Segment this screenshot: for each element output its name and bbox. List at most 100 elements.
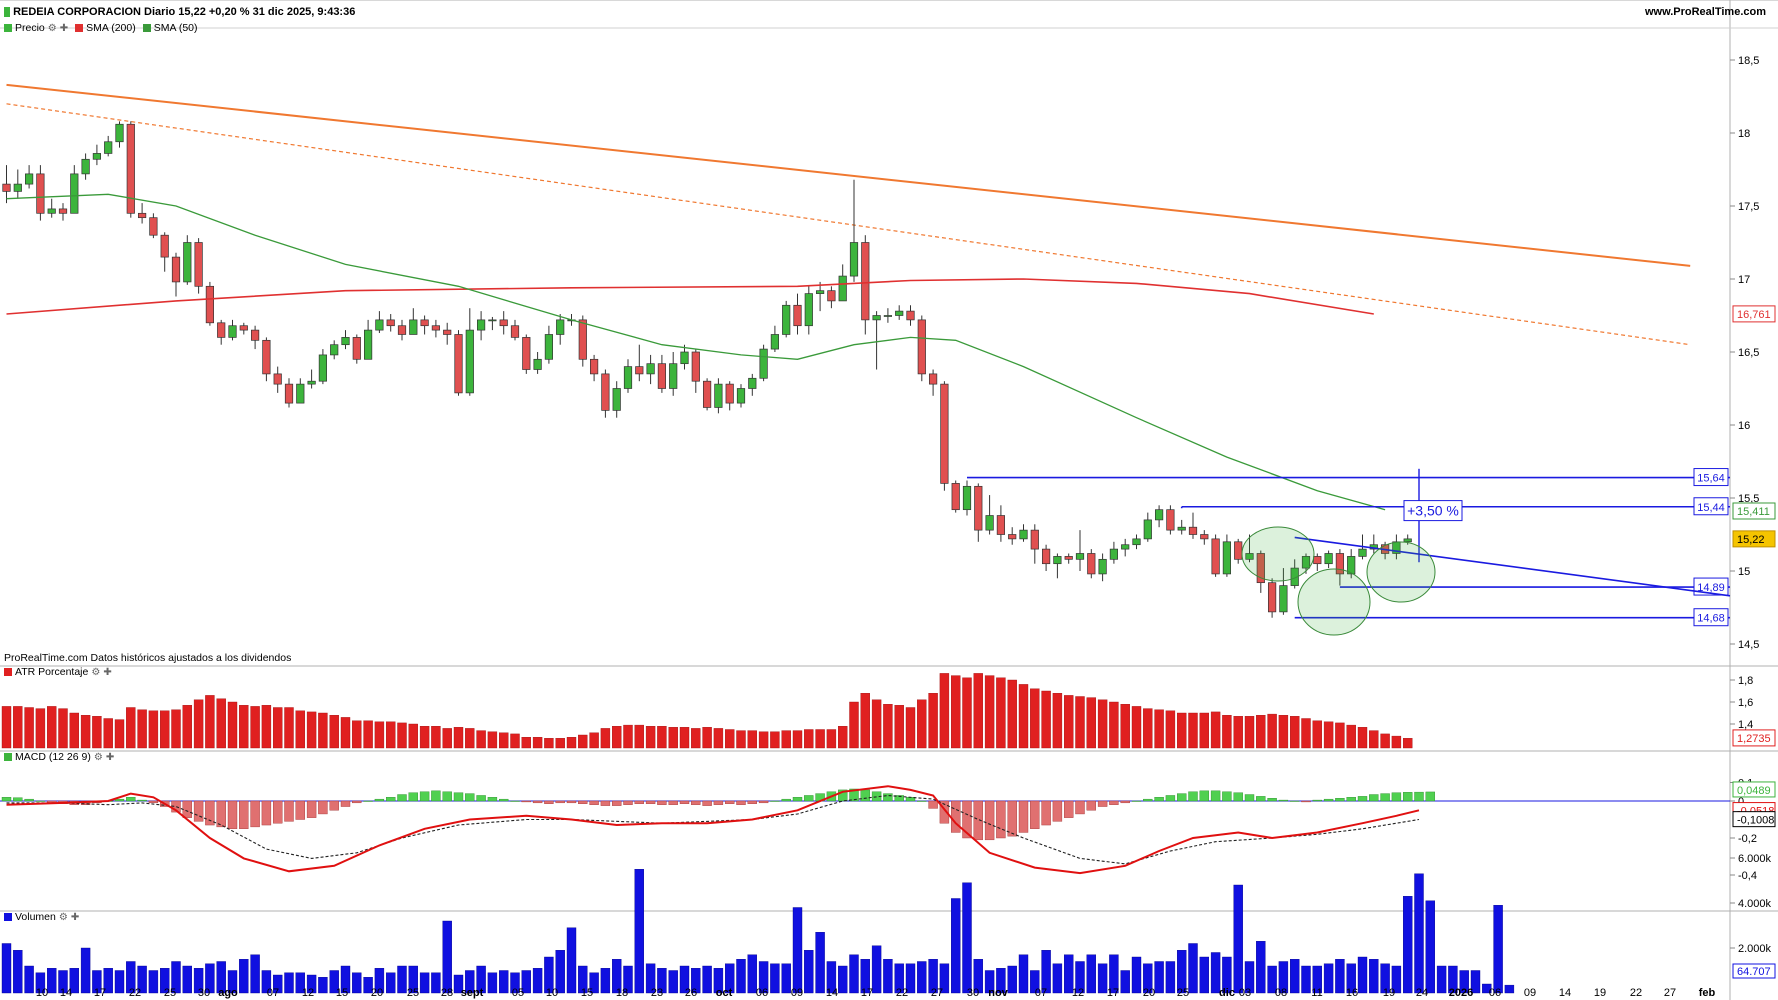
volume-bar (35, 972, 46, 994)
macd-value-label: 0,0489 (1737, 785, 1771, 797)
candle-body (1267, 582, 1277, 613)
atr-bar (1165, 710, 1176, 749)
pattern-ellipses[interactable] (1241, 526, 1436, 636)
macd-histogram-bar (408, 792, 418, 802)
volume-bar (1131, 956, 1142, 994)
macd-legend-label[interactable]: MACD (12 26 9) (15, 751, 91, 763)
price-legend-label[interactable]: Precio (15, 22, 45, 34)
price-tick-label: 18 (1738, 128, 1750, 140)
atr-bar (566, 737, 577, 749)
macd-histogram-bar (691, 800, 701, 805)
volume-bar (1459, 970, 1469, 994)
candle-body (917, 319, 926, 375)
atr-bar (1369, 730, 1379, 749)
volume-bar (939, 963, 950, 994)
atr-bar (939, 673, 950, 749)
atr-swatch-icon (4, 668, 12, 676)
candle-body (1301, 556, 1311, 569)
atr-bar (374, 721, 385, 749)
macd-histogram-bar (984, 800, 995, 841)
x-tick-label: 03 (1239, 987, 1251, 999)
pattern-ellipse (1241, 526, 1315, 582)
candle-body (1222, 541, 1232, 575)
candle-body (1324, 553, 1333, 565)
x-tick-label: 24 (1416, 987, 1428, 999)
atr-tick-label: 1,8 (1738, 675, 1753, 687)
atr-bar (691, 728, 701, 749)
volume-bar (826, 961, 837, 994)
candle-body (736, 388, 746, 404)
atr-bar (295, 710, 305, 749)
wrench-icon[interactable]: ⚙ (47, 22, 57, 34)
macd-histogram-bar (1086, 800, 1097, 811)
atr-bar (838, 726, 848, 749)
volume-bar (1448, 965, 1458, 994)
candle-body (669, 363, 678, 389)
volume-bar (657, 968, 667, 994)
wrench-icon[interactable]: ⚙ (58, 911, 68, 923)
macd-histogram-bar (1, 797, 12, 802)
volume-bar (871, 945, 882, 994)
atr-bar (860, 693, 870, 749)
x-tick-label: 17 (1107, 987, 1119, 999)
volume-bar (1007, 965, 1017, 994)
atr-bar (600, 728, 611, 749)
x-tick-label: 06 (756, 987, 768, 999)
atr-bar (589, 732, 599, 749)
candle-body (578, 319, 587, 360)
atr-bar (80, 715, 91, 749)
candle-body (36, 173, 45, 214)
volume-legend-label[interactable]: Volumen (15, 911, 56, 923)
volume-bar (216, 961, 226, 994)
atr-legend-label[interactable]: ATR Porcentaje (15, 666, 89, 678)
x-tick-label: 27 (931, 987, 943, 999)
macd-histogram-bar (532, 800, 543, 804)
plus-icon[interactable]: ✚ (105, 751, 115, 763)
x-tick-label: 25 (164, 987, 176, 999)
site-watermark[interactable]: www.ProRealTime.com (1644, 6, 1766, 18)
macd-histogram-bar (318, 800, 328, 815)
candle-body (928, 373, 938, 385)
atr-bar (1131, 706, 1142, 749)
plus-icon[interactable]: ✚ (59, 22, 69, 34)
candle-body (680, 351, 689, 365)
atr-bar (1323, 721, 1334, 749)
price-footnote: ProRealTime.com Datos históricos ajustad… (4, 652, 292, 664)
macd-histogram-bar (758, 800, 769, 804)
plus-icon[interactable]: ✚ (70, 911, 80, 923)
plus-icon[interactable]: ✚ (103, 666, 112, 678)
candle-body (861, 242, 870, 321)
sma50-legend-label[interactable]: SMA (50) (153, 22, 198, 34)
x-tick-label: 25 (1177, 987, 1189, 999)
macd-histogram-bar (1052, 800, 1063, 822)
trendlines[interactable] (6, 83, 1691, 346)
volume-bar (1493, 905, 1503, 994)
wrench-icon[interactable]: ⚙ (93, 751, 103, 763)
macd-histogram-bar (1233, 792, 1243, 802)
atr-bar (1380, 733, 1390, 749)
macd-histogram-bar (1267, 798, 1277, 802)
volume-bar (1176, 950, 1187, 994)
candle-body (262, 339, 271, 375)
sma200-legend-label[interactable]: SMA (200) (86, 22, 136, 34)
candle-body (849, 242, 859, 277)
support-resistance-levels[interactable]: 15,64 15,44 14,89 14,68 +3,50 % (967, 468, 1731, 627)
wrench-icon[interactable]: ⚙ (91, 666, 101, 678)
macd-histogram-bar (555, 800, 565, 804)
macd-histogram-bar (770, 800, 780, 802)
macd-histogram-bar (295, 800, 305, 820)
macd-histogram-bar (1210, 790, 1221, 802)
chart-title: REDEIA CORPORACION Diario 15,22 +0,20 % … (13, 6, 356, 18)
moving-averages (6, 193, 1386, 511)
level-label: 14,68 (1697, 613, 1725, 625)
volume-bar (725, 963, 735, 994)
x-tick-label: 12 (1072, 987, 1084, 999)
candle-body (397, 325, 407, 335)
volume-bar (431, 972, 441, 994)
volume-bar (1075, 961, 1085, 994)
percent-annotation-box (1403, 500, 1463, 522)
volume-bar (1188, 943, 1198, 994)
atr-bar (555, 738, 565, 749)
volume-bar (103, 968, 113, 994)
volume-bar (1, 943, 12, 994)
